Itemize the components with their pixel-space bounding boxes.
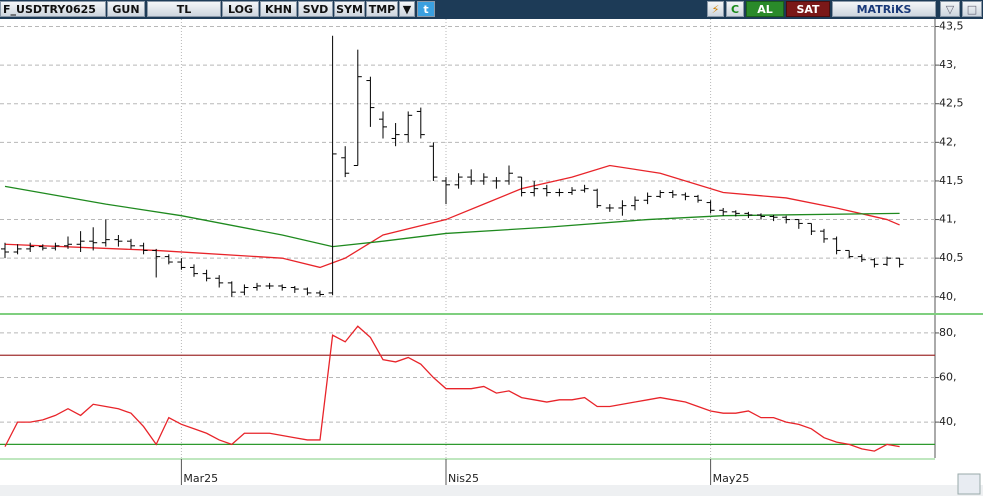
toolbar: F_USDTRY0625 GUN TL LOG KHN SVD SYM TMP … [0,0,983,19]
buy[interactable]: AL [746,1,784,17]
y-tick-label: 40, [939,290,957,303]
footer [0,485,983,496]
y-tick-label: 40, [939,415,957,428]
btn[interactable]: LOG [222,1,259,17]
refresh[interactable]: C [726,1,744,17]
y-tick-label: 41,5 [939,174,964,187]
y-tick-label: 42,5 [939,97,964,110]
btn[interactable]: TMP [366,1,398,17]
y-tick-label: 80, [939,326,957,339]
y-tick-label: 40,5 [939,251,964,264]
dropdown[interactable]: ▼ [399,1,415,17]
sell[interactable]: SAT [786,1,830,17]
y-tick-label: 43,5 [939,19,964,32]
btn[interactable]: KHN [260,1,297,17]
btn[interactable]: SVD [298,1,333,17]
flash[interactable]: ⚡ [707,1,724,17]
x-tick-label: Mar25 [183,472,218,485]
twitter[interactable]: t [417,1,435,17]
x-tick-label: Nis25 [448,472,479,485]
x-tick-label: May25 [713,472,750,485]
chart: 43,5 43, 42,5 42, 41,5 41, 40,5 40, 80, 60, 40, Mar… [0,19,983,496]
currency[interactable]: TL [147,1,221,17]
symbol[interactable]: F_USDTRY0625 [0,1,106,17]
footer-icon [957,473,981,495]
brand: MATRiKS [832,1,936,17]
period[interactable]: GUN [107,1,145,17]
minimize[interactable]: ▽ [940,1,960,17]
y-tick-label: 41, [939,213,957,226]
y-tick-label: 42, [939,135,957,148]
y-tick-label: 43, [939,58,957,71]
btn[interactable]: SYM [334,1,365,17]
line [4,185,900,248]
line [4,325,900,452]
maximize[interactable]: □ [962,1,982,17]
y-tick-label: 60, [939,371,957,384]
axis-area [935,19,983,496]
